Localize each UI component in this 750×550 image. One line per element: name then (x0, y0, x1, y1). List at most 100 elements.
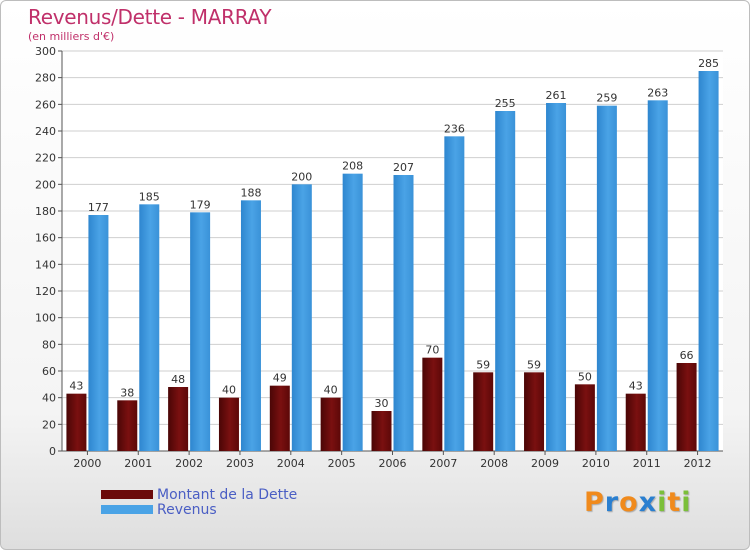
logo-letter: i (657, 487, 668, 518)
data-label-dette: 50 (578, 370, 592, 383)
data-label-dette: 59 (476, 358, 490, 371)
y-tick-label: 80 (42, 338, 56, 351)
bar-dette (269, 385, 290, 451)
data-label-revenus: 208 (342, 160, 363, 173)
x-tick-label: 2009 (531, 457, 559, 470)
x-tick-label: 2007 (429, 457, 457, 470)
bar-dette (218, 397, 239, 451)
y-tick-label: 160 (35, 232, 56, 245)
bar-dette (473, 372, 494, 451)
y-tick-label: 140 (35, 258, 56, 271)
bar-revenus (698, 71, 719, 451)
data-label-revenus: 263 (647, 86, 668, 99)
logo-letter: t (667, 487, 682, 518)
data-label-revenus: 236 (444, 122, 465, 135)
logo-letter: r (604, 487, 620, 518)
logo-letter: o (619, 487, 639, 518)
x-tick-label: 2005 (328, 457, 356, 470)
y-tick-label: 100 (35, 312, 56, 325)
x-tick-label: 2006 (379, 457, 407, 470)
logo-letter: i (681, 487, 692, 518)
plot-area (62, 51, 723, 451)
bar-dette (676, 363, 697, 451)
data-label-dette: 30 (375, 397, 389, 410)
chart-subtitle: (en milliers d'€) (28, 30, 115, 43)
bar-dette (66, 393, 87, 451)
data-label-revenus: 179 (190, 198, 211, 211)
y-tick-label: 280 (35, 72, 56, 85)
legend-item-dette: Montant de la Dette (101, 486, 298, 503)
data-label-revenus: 255 (495, 97, 516, 110)
data-label-dette: 43 (629, 380, 643, 393)
y-tick-label: 180 (35, 205, 56, 218)
bar-dette (117, 400, 138, 451)
data-label-revenus: 259 (596, 92, 617, 105)
data-label-dette: 40 (324, 384, 338, 397)
bar-revenus (444, 136, 465, 452)
bar-dette (371, 411, 392, 451)
data-label-dette: 59 (527, 358, 541, 371)
x-tick-label: 2011 (633, 457, 661, 470)
data-label-revenus: 177 (88, 201, 109, 214)
data-label-dette: 66 (680, 349, 694, 362)
bar-dette (320, 397, 341, 451)
bar-dette (168, 387, 189, 451)
data-label-revenus: 261 (546, 89, 567, 102)
bar-revenus (240, 200, 261, 451)
y-tick-label: 120 (35, 285, 56, 298)
bar-revenus (342, 173, 363, 451)
y-tick-label: 60 (42, 365, 56, 378)
bar-dette (574, 384, 595, 451)
data-label-revenus: 185 (139, 190, 160, 203)
data-label-dette: 70 (425, 344, 439, 357)
y-tick-label: 220 (35, 152, 56, 165)
y-tick-label: 240 (35, 125, 56, 138)
bar-revenus (596, 105, 617, 452)
data-label-dette: 43 (69, 380, 83, 393)
data-label-revenus: 285 (698, 57, 719, 70)
bar-revenus (190, 212, 211, 451)
y-tick-label: 40 (42, 392, 56, 405)
bar-dette (524, 372, 545, 451)
y-tick-label: 20 (42, 418, 56, 431)
bar-revenus (647, 100, 668, 451)
x-tick-label: 2001 (124, 457, 152, 470)
legend-swatch-revenus (101, 505, 153, 514)
data-label-dette: 48 (171, 373, 185, 386)
data-label-revenus: 207 (393, 161, 414, 174)
data-label-dette: 49 (273, 372, 287, 385)
x-tick-label: 2004 (277, 457, 305, 470)
bar-revenus (495, 111, 516, 451)
logo-letter: P (584, 487, 605, 518)
data-label-dette: 38 (120, 386, 134, 399)
bar-revenus (88, 215, 109, 451)
legend-swatch-dette (101, 490, 153, 499)
chart-title: Revenus/Dette - MARRAY (28, 5, 272, 29)
bar-revenus (546, 103, 567, 451)
legend-label-dette: Montant de la Dette (157, 486, 298, 503)
legend-label-revenus: Revenus (157, 501, 217, 518)
data-label-revenus: 188 (240, 186, 261, 199)
proxiti-logo: Proxiti (584, 487, 692, 518)
legend: Montant de la Dette Revenus (101, 486, 298, 518)
x-tick-label: 2002 (175, 457, 203, 470)
y-tick-label: 260 (35, 98, 56, 111)
x-tick-label: 2012 (684, 457, 712, 470)
y-tick-label: 0 (49, 445, 56, 458)
x-tick-label: 2008 (480, 457, 508, 470)
data-label-dette: 40 (222, 384, 236, 397)
legend-item-revenus: Revenus (101, 501, 297, 518)
y-tick-label: 300 (35, 45, 56, 58)
data-label-revenus: 200 (291, 170, 312, 183)
logo-letter: x (638, 487, 658, 518)
x-tick-label: 2010 (582, 457, 610, 470)
x-tick-label: 2000 (73, 457, 101, 470)
bar-revenus (393, 175, 414, 451)
bar-dette (422, 357, 443, 451)
x-tick-label: 2003 (226, 457, 254, 470)
bar-dette (625, 393, 646, 451)
bar-revenus (291, 184, 312, 452)
y-tick-label: 200 (35, 178, 56, 191)
